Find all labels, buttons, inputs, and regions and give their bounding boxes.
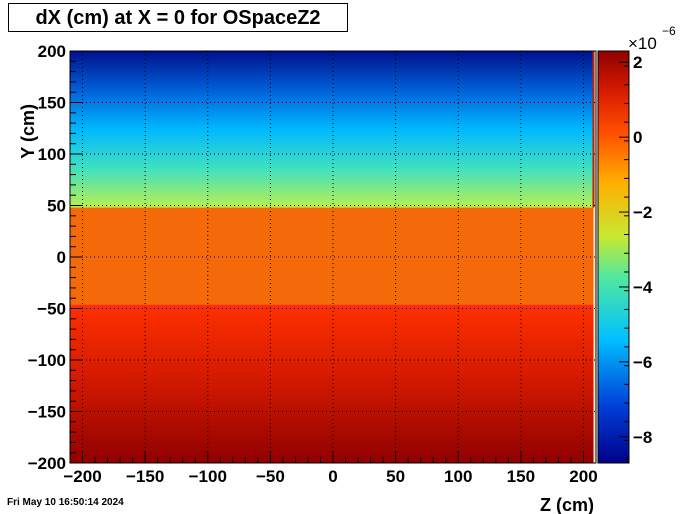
x-tick-label: 0 — [328, 467, 337, 486]
y-tick-label: −150 — [28, 403, 66, 422]
colorbar-tick-label: −2 — [633, 203, 652, 222]
x-tick-label: −100 — [189, 467, 227, 486]
colorbar-tick-label: −6 — [633, 353, 652, 372]
colorbar: 2 0 −2 −4 −6 −8 ×10 −6 — [597, 24, 676, 464]
x-axis-label: Z (cm) — [540, 495, 594, 514]
x-tick-label: −200 — [63, 467, 101, 486]
y-tick-label: 50 — [47, 197, 66, 216]
y-tick-label: 0 — [57, 248, 66, 267]
grid-lines — [70, 50, 596, 464]
y-tick-label: −50 — [37, 300, 66, 319]
y-tick-label: 100 — [38, 145, 66, 164]
heatmap-band — [70, 51, 594, 208]
heatmap-band — [70, 207, 594, 305]
y-tick-label: 200 — [38, 42, 66, 61]
colorbar-tick-label: 0 — [633, 128, 642, 147]
heatmap-band — [70, 304, 594, 463]
y-axis-label: Y (cm) — [18, 104, 38, 159]
x-tick-label: 200 — [569, 467, 597, 486]
colorbar-tick-label: 2 — [633, 53, 642, 72]
chart-title: dX (cm) at X = 0 for OSpaceZ2 — [8, 3, 348, 32]
heatmap-bands — [70, 51, 596, 463]
y-tick-label: 150 — [38, 94, 66, 113]
colorbar-gradient — [597, 50, 630, 464]
x-tick-label: −50 — [256, 467, 285, 486]
y-tick-label: −100 — [28, 351, 66, 370]
colorbar-tick-label: −8 — [633, 428, 652, 447]
x-tick-label: −150 — [126, 467, 164, 486]
x-tick-label: 150 — [507, 467, 535, 486]
x-tick-label: 100 — [444, 467, 472, 486]
colorbar-exponent: ×10 — [628, 34, 657, 53]
x-tick-label: 50 — [386, 467, 405, 486]
colorbar-exponent-sup: −6 — [662, 24, 676, 38]
timestamp: Fri May 10 16:50:14 2024 — [7, 497, 124, 508]
colorbar-tick-label: −4 — [633, 278, 653, 297]
heatmap-edge-line — [592, 51, 595, 208]
y-tick-label: −200 — [28, 454, 66, 473]
axes: −200 −150 −100 −50 0 50 100 150 200 −200 −150 −100 −… — [28, 42, 598, 486]
